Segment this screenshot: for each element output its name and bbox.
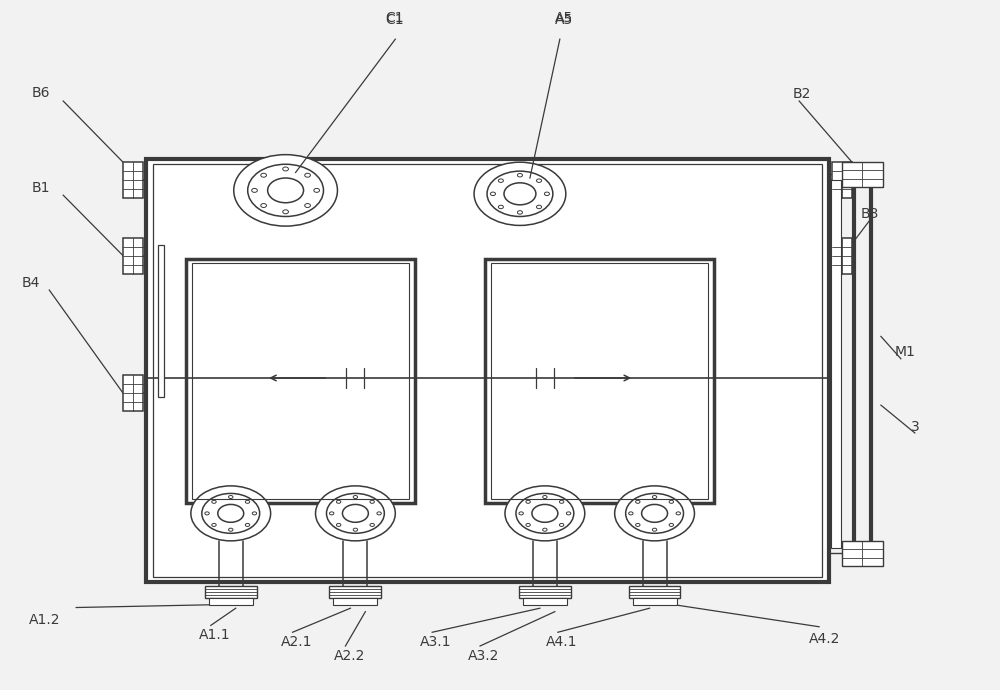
Circle shape — [191, 486, 271, 541]
Text: A2.1: A2.1 — [281, 635, 312, 649]
Bar — [123, 238, 143, 273]
Text: B3: B3 — [861, 207, 879, 221]
Bar — [633, 598, 677, 604]
Text: C1: C1 — [385, 13, 404, 27]
Text: 3: 3 — [911, 420, 920, 434]
Bar — [842, 541, 883, 566]
Text: A1.1: A1.1 — [199, 628, 230, 642]
Bar — [205, 586, 257, 598]
Bar — [842, 162, 883, 187]
Text: B1: B1 — [31, 181, 50, 195]
Bar — [123, 375, 143, 411]
Circle shape — [505, 486, 585, 541]
Circle shape — [474, 162, 566, 226]
Bar — [485, 259, 714, 503]
Text: A5: A5 — [555, 13, 573, 27]
Bar — [209, 598, 253, 604]
Text: A1.2: A1.2 — [29, 613, 61, 627]
Bar — [629, 586, 680, 598]
Bar — [491, 263, 708, 499]
Text: A3.1: A3.1 — [420, 635, 452, 649]
Bar — [186, 259, 415, 503]
Bar — [153, 164, 822, 578]
Text: C1: C1 — [385, 12, 404, 26]
Bar — [831, 180, 841, 548]
Bar — [333, 598, 377, 604]
Text: B4: B4 — [21, 276, 40, 290]
Text: B2: B2 — [792, 87, 811, 101]
Text: M1: M1 — [895, 346, 916, 359]
Bar — [123, 162, 143, 198]
Text: A4.2: A4.2 — [809, 632, 841, 647]
Bar — [192, 263, 409, 499]
Circle shape — [316, 486, 395, 541]
Bar — [523, 598, 567, 604]
Bar — [329, 586, 381, 598]
Text: B6: B6 — [31, 86, 50, 100]
Circle shape — [615, 486, 694, 541]
Bar — [519, 586, 571, 598]
Text: A4.1: A4.1 — [546, 635, 577, 649]
Bar — [832, 238, 852, 273]
Bar — [832, 162, 852, 198]
Text: A3.2: A3.2 — [468, 649, 499, 663]
Circle shape — [234, 155, 337, 226]
Bar — [146, 159, 829, 582]
Text: A5: A5 — [555, 12, 573, 26]
Text: A2.2: A2.2 — [333, 649, 365, 663]
Bar — [158, 246, 164, 397]
